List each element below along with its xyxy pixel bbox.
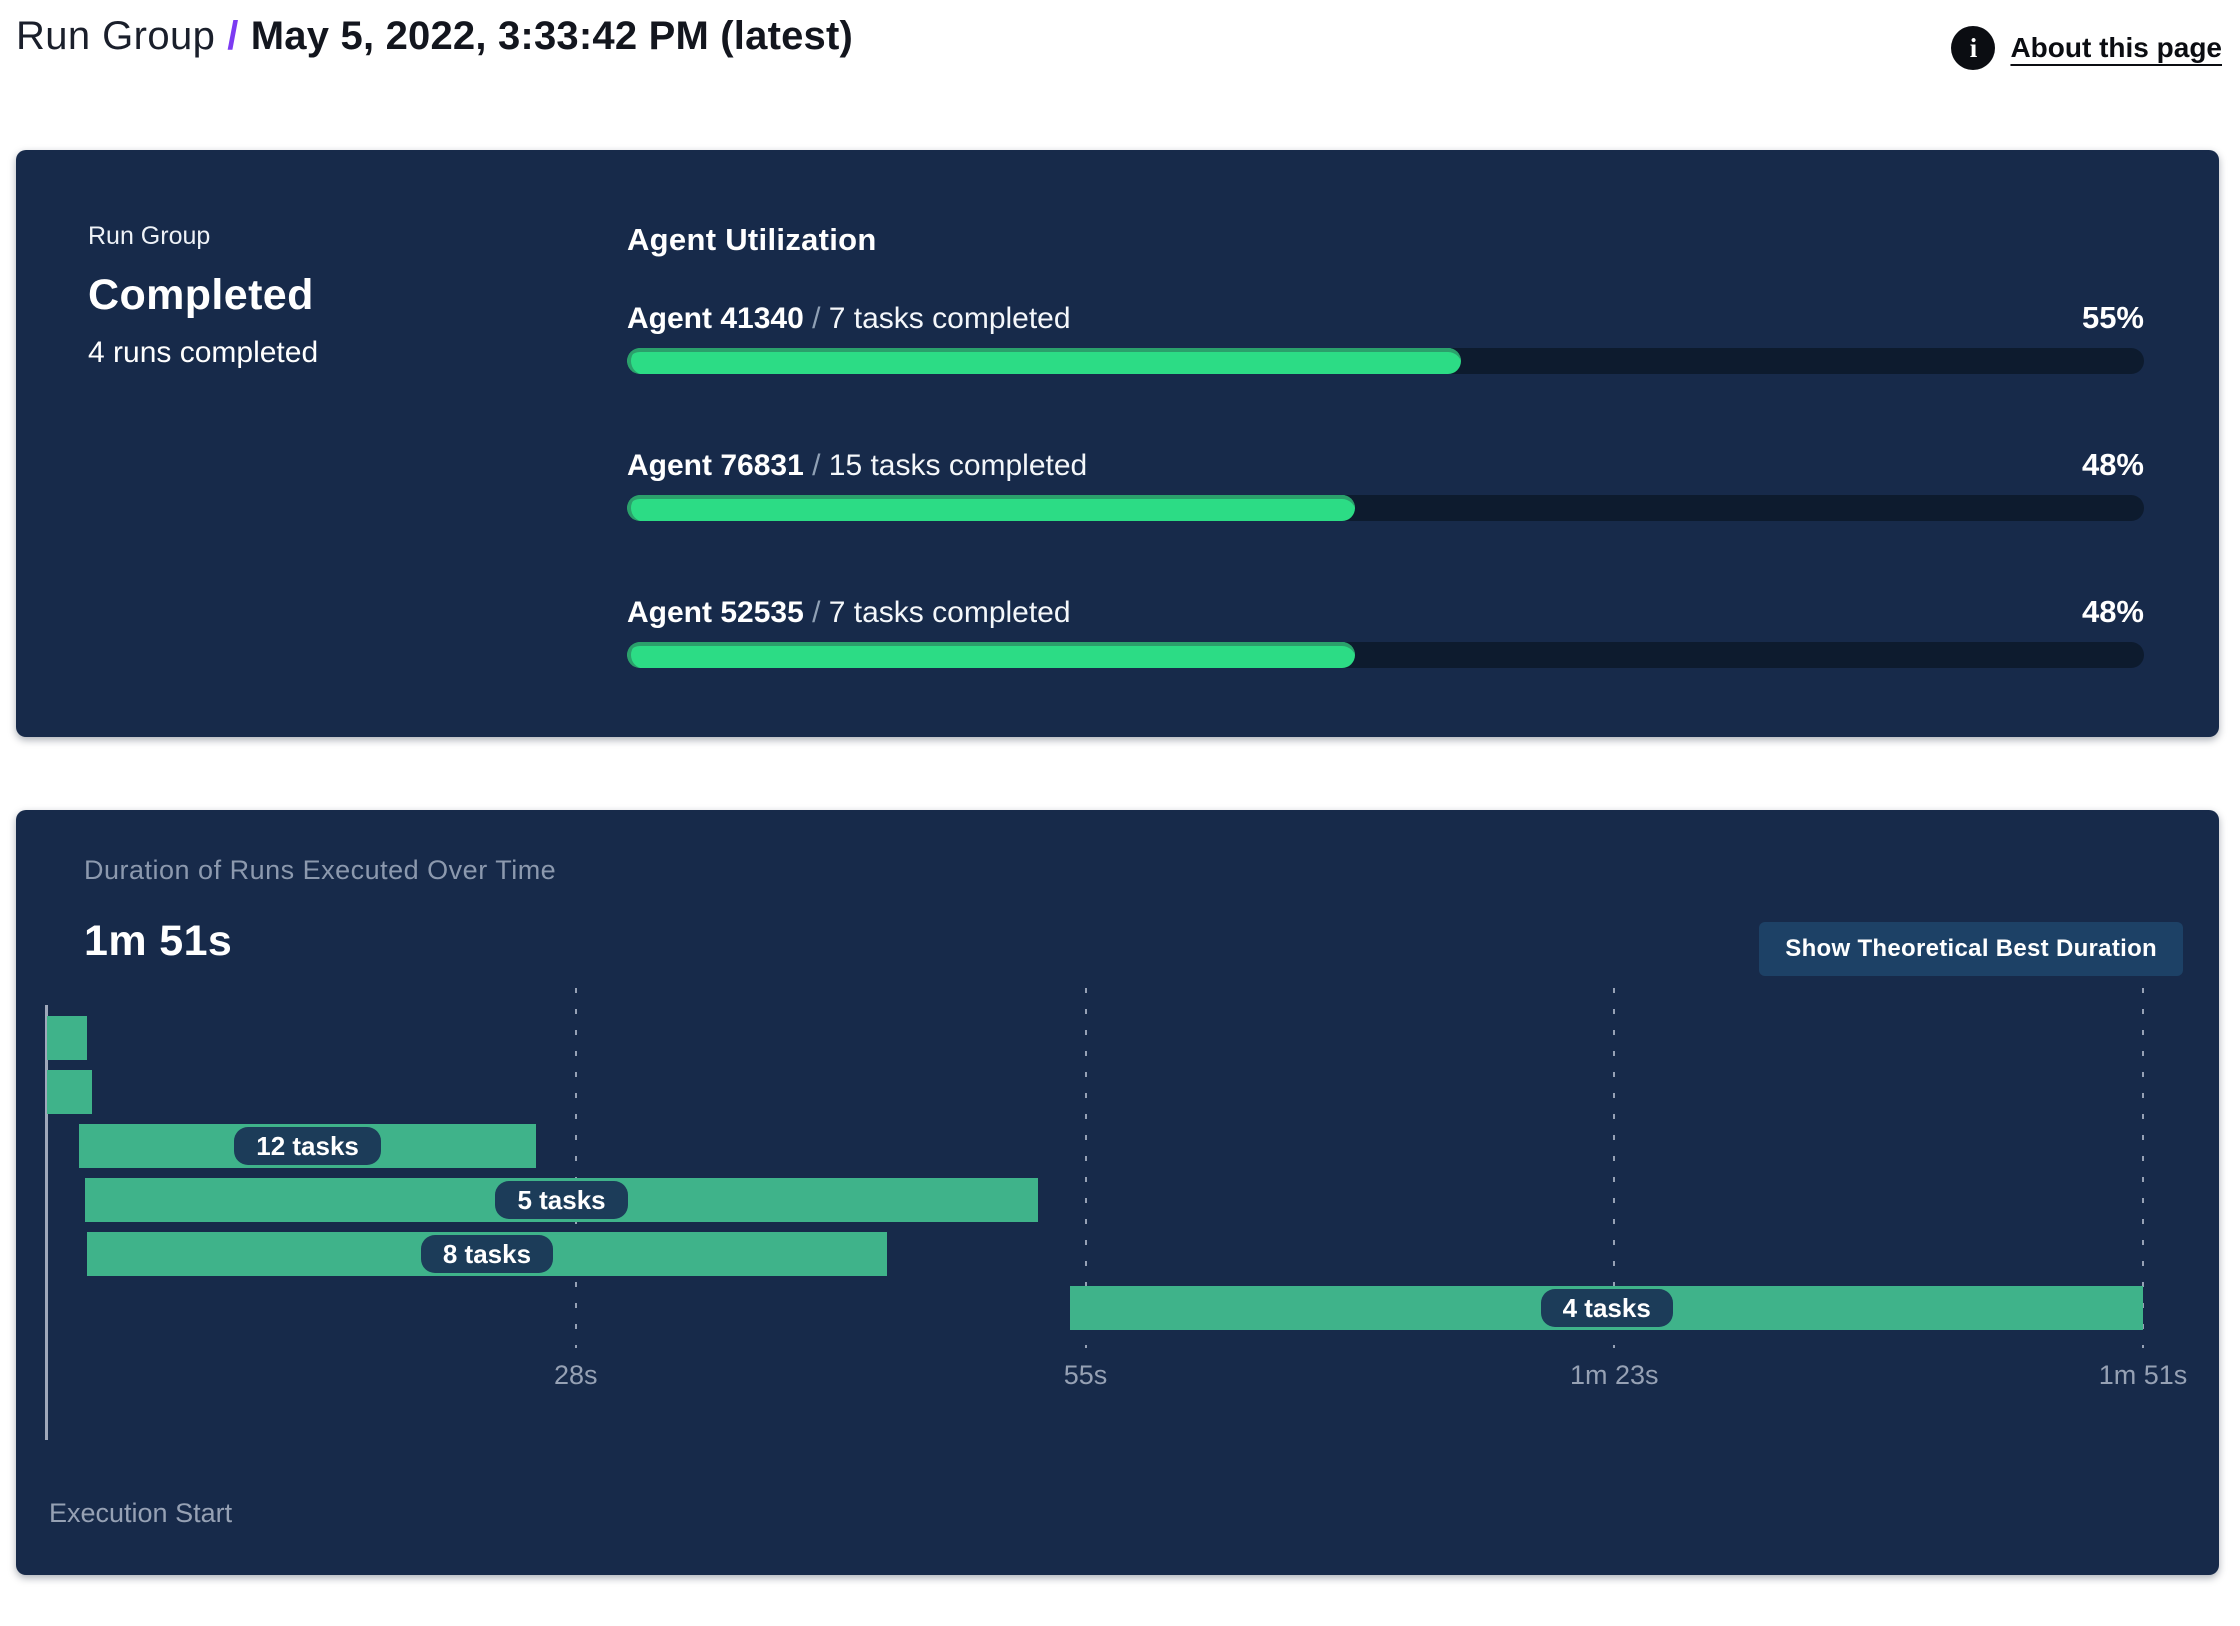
duration-panel: Duration of Runs Executed Over Time 1m 5… [16, 810, 2219, 1575]
utilization-bar-fill [627, 495, 1356, 521]
execution-start-label: Execution Start [49, 1498, 233, 1528]
run-task-count-pill: 4 tasks [1540, 1289, 1673, 1327]
duration-chart-title: Duration of Runs Executed Over Time [84, 855, 557, 885]
agent-tasks-completed: 15 tasks completed [828, 449, 1088, 482]
run-task-count-pill: 8 tasks [420, 1235, 554, 1273]
run-bar[interactable] [47, 1070, 93, 1114]
agent-utilization-row: Agent 52535 / 7 tasks completed 48% [627, 594, 2144, 668]
breadcrumb[interactable]: Run Group [16, 14, 216, 58]
agent-row-header: Agent 76831 / 15 tasks completed 48% [627, 447, 2144, 483]
run-task-count-pill: 5 tasks [495, 1181, 628, 1219]
gantt-row [47, 1070, 2143, 1114]
run-group-summary-panel: Run Group Completed 4 runs completed Age… [16, 150, 2219, 737]
run-bar[interactable]: 12 tasks [79, 1124, 537, 1168]
gantt-gridline [1084, 988, 1087, 1348]
show-theoretical-best-duration-button[interactable]: Show Theoretical Best Duration [1759, 922, 2183, 976]
gantt-row: 5 tasks [47, 1178, 2143, 1222]
agent-label: Agent 76831 / 15 tasks completed [627, 449, 1087, 483]
gantt-rows: 12 tasks 5 tasks 8 tasks 4 tasks [47, 1016, 2143, 1330]
agent-label: Agent 41340 / 7 tasks completed [627, 302, 1071, 336]
info-icon: i [1951, 26, 1996, 70]
agent-label-separator: / [803, 449, 829, 482]
utilization-bar-fill [627, 642, 1356, 668]
agent-name: Agent 52535 [627, 596, 804, 629]
gantt-row: 12 tasks [47, 1124, 2143, 1168]
about-this-page-label: About this page [2010, 32, 2222, 63]
run-bar[interactable]: 5 tasks [84, 1178, 1039, 1222]
gantt-gridline [2142, 988, 2144, 1348]
agent-tasks-completed: 7 tasks completed [828, 302, 1071, 335]
agent-utilization-row: Agent 76831 / 15 tasks completed 48% [627, 447, 2144, 521]
agent-label-separator: / [803, 302, 829, 335]
run-bar[interactable] [47, 1016, 87, 1060]
agent-utilization-title: Agent Utilization [627, 222, 877, 257]
agent-utilization-row: Agent 41340 / 7 tasks completed 55% [627, 300, 2144, 374]
gantt-axis-tick: 28s [553, 1360, 598, 1390]
gantt-row: 8 tasks [47, 1232, 2143, 1276]
agent-label: Agent 52535 / 7 tasks completed [627, 596, 1071, 630]
run-bar[interactable]: 4 tasks [1070, 1286, 2143, 1330]
agent-utilization-list: Agent 41340 / 7 tasks completed 55% Agen… [627, 300, 2144, 668]
gantt-axis-tick: 1m 51s [2098, 1360, 2188, 1390]
agent-tasks-completed: 7 tasks completed [828, 596, 1071, 629]
utilization-bar-fill [627, 348, 1462, 374]
run-bar[interactable]: 8 tasks [86, 1232, 888, 1276]
run-group-status: Completed [88, 271, 314, 319]
agent-row-header: Agent 41340 / 7 tasks completed 55% [627, 300, 2144, 336]
page-header: Run Group / May 5, 2022, 3:33:42 PM (lat… [0, 0, 2240, 150]
breadcrumb-separator: / [227, 14, 239, 58]
gantt-axis-tick: 1m 23s [1569, 1360, 1659, 1390]
execution-start-axis-line [45, 1005, 48, 1440]
agent-utilization-section: Agent Utilization Agent 41340 / 7 tasks … [627, 222, 2144, 737]
gantt-gridline [574, 988, 577, 1348]
gantt-gridline [1613, 988, 1616, 1348]
run-task-count-pill: 12 tasks [234, 1127, 381, 1165]
agent-label-separator: / [803, 596, 829, 629]
utilization-bar-track [627, 642, 2144, 668]
gantt-row [47, 1016, 2143, 1060]
agent-name: Agent 76831 [627, 449, 804, 482]
agent-row-header: Agent 52535 / 7 tasks completed 48% [627, 594, 2144, 630]
about-this-page-link[interactable]: i About this page [1951, 26, 2222, 70]
runs-completed-count: 4 runs completed [88, 336, 319, 369]
gantt-axis-tick: 55s [1063, 1360, 1108, 1390]
agent-utilization-percent: 48% [2081, 447, 2144, 482]
run-group-label: Run Group [88, 222, 211, 250]
utilization-bar-track [627, 348, 2144, 374]
gantt-row: 4 tasks [47, 1286, 2143, 1330]
utilization-bar-track [627, 495, 2144, 521]
total-duration-value: 1m 51s [84, 917, 233, 965]
agent-utilization-percent: 55% [2081, 300, 2144, 335]
agent-name: Agent 41340 [627, 302, 804, 335]
gantt-chart: 12 tasks 5 tasks 8 tasks 4 tasks 28s 55s 1… [45, 988, 2187, 1536]
page-title: Run Group / May 5, 2022, 3:33:42 PM (lat… [16, 14, 853, 59]
agent-utilization-percent: 48% [2081, 594, 2144, 629]
page-title-current: May 5, 2022, 3:33:42 PM (latest) [250, 14, 854, 58]
run-group-status-block: Run Group Completed 4 runs completed [88, 222, 627, 737]
